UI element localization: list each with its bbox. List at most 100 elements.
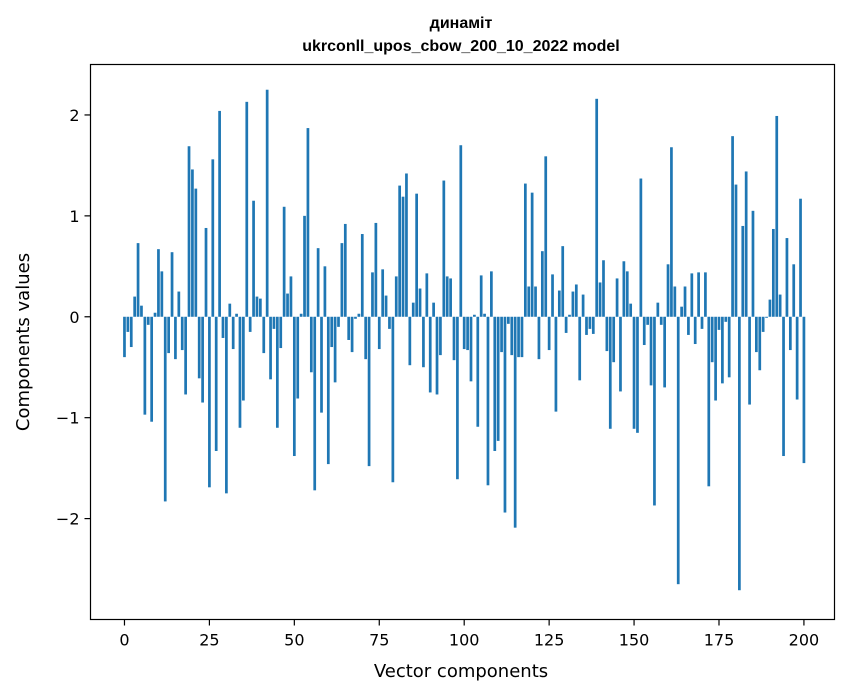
bar-136 [585, 316, 588, 335]
bar-181 [738, 316, 741, 591]
bars-group [123, 89, 806, 591]
bar-179 [731, 136, 734, 317]
y-axis-label: Components values [13, 253, 34, 431]
bar-199 [799, 198, 802, 317]
bar-17 [180, 316, 184, 351]
bar-125 [547, 316, 551, 351]
bar-194 [782, 316, 785, 457]
bar-40 [259, 298, 262, 317]
bar-46 [279, 316, 283, 349]
bar-50 [292, 316, 296, 457]
bar-41 [262, 316, 266, 354]
bar-38 [252, 200, 255, 317]
bar-31 [228, 303, 232, 317]
bar-121 [534, 286, 537, 317]
bar-23 [201, 316, 204, 403]
bar-108 [490, 271, 493, 317]
bar-5 [140, 305, 143, 317]
bar-66 [347, 316, 351, 340]
bar-185 [751, 210, 755, 317]
bar-141 [602, 260, 605, 317]
bar-155 [649, 316, 653, 386]
bar-198 [795, 316, 799, 400]
bar-134 [578, 316, 582, 381]
bar-39 [255, 296, 259, 317]
x-tick-label: 200 [789, 631, 820, 650]
bar-35 [242, 316, 245, 401]
bar-51 [296, 316, 300, 399]
bar-77 [384, 295, 388, 317]
bar-173 [710, 316, 714, 363]
bar-70 [360, 234, 364, 317]
bar-18 [184, 316, 187, 395]
bar-8 [150, 316, 154, 422]
bar-85 [411, 302, 415, 317]
bar-74 [374, 222, 378, 317]
bar-58 [320, 316, 323, 413]
bar-131 [568, 314, 571, 317]
bar-52 [299, 313, 303, 317]
bar-19 [187, 146, 191, 317]
bar-171 [704, 272, 707, 317]
bar-54 [306, 128, 310, 317]
bar-90 [428, 316, 432, 393]
bar-62 [333, 316, 337, 383]
bar-88 [422, 316, 425, 368]
bar-79 [391, 316, 395, 483]
bar-26 [211, 159, 215, 317]
x-axis-label: Vector components [374, 661, 548, 682]
bar-96 [449, 278, 452, 317]
bar-174 [714, 316, 717, 401]
bar-9 [153, 312, 157, 317]
bar-167 [690, 273, 694, 317]
x-tick-label: 50 [284, 631, 304, 650]
bar-139 [595, 98, 599, 317]
bar-151 [636, 316, 639, 433]
bar-65 [343, 223, 347, 317]
bar-29 [221, 316, 225, 338]
bar-24 [204, 227, 208, 317]
bar-109 [493, 316, 497, 451]
bar-140 [598, 282, 602, 317]
bar-123 [540, 251, 544, 317]
bar-32 [231, 316, 235, 350]
x-axis-ticks: 0 25 50 75 100 125 150 175 200 [119, 619, 820, 650]
bar-188 [761, 316, 765, 332]
bar-87 [418, 288, 422, 317]
bar-99 [459, 145, 463, 317]
plot-frame [89, 63, 836, 621]
bar-191 [771, 228, 775, 317]
bar-190 [768, 299, 772, 317]
bar-183 [744, 171, 748, 317]
bar-73 [371, 272, 374, 317]
bar-128 [557, 290, 561, 317]
bar-162 [673, 286, 677, 317]
bar-105 [479, 275, 483, 317]
bar-13 [167, 316, 170, 354]
bar-102 [469, 316, 473, 382]
bar-120 [530, 192, 534, 317]
bar-10 [157, 249, 160, 317]
bar-67 [350, 316, 354, 353]
bar-76 [381, 269, 385, 317]
bar-21 [194, 188, 198, 317]
bar-161 [670, 147, 673, 317]
bar-30 [225, 316, 228, 494]
bar-15 [174, 316, 177, 360]
bar-82 [401, 196, 405, 317]
bar-68 [354, 316, 357, 319]
bar-27 [214, 316, 218, 451]
bar-93 [439, 316, 442, 356]
bar-2 [129, 316, 133, 348]
bar-159 [663, 316, 666, 388]
bar-135 [581, 294, 585, 317]
bar-97 [452, 316, 456, 361]
bar-150 [632, 316, 636, 429]
bar-59 [323, 266, 327, 317]
bar-75 [377, 316, 381, 350]
bar-144 [612, 316, 616, 363]
bar-117 [520, 316, 524, 358]
bar-164 [680, 306, 683, 317]
bar-45 [275, 316, 279, 428]
